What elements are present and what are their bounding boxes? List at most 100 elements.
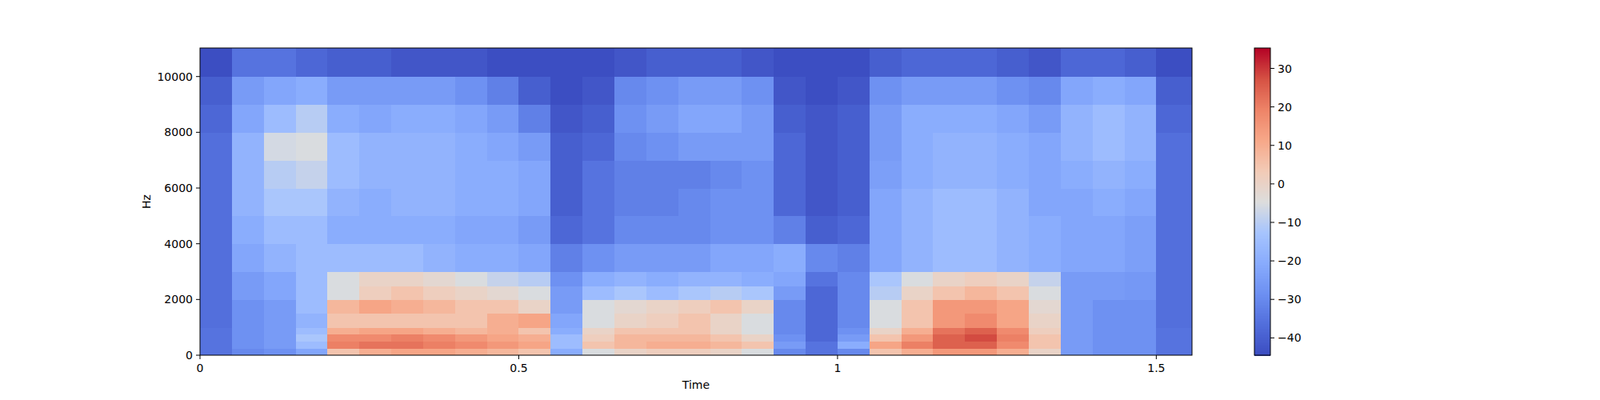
cell [773,299,806,314]
cell [1060,216,1093,244]
cell [264,160,296,188]
cell [869,285,902,300]
cell [901,272,934,287]
cell [932,188,965,216]
cell [710,160,743,188]
y-tick [196,299,200,300]
cell [964,132,997,160]
cell [232,348,264,356]
colorbar-tick-label: 0 [1277,177,1285,191]
cell [837,244,870,272]
cell [1028,299,1061,314]
cell [646,341,679,349]
cell [678,188,711,216]
cell [1124,244,1157,272]
cell [805,272,838,287]
cell [773,160,806,188]
cell [773,327,806,335]
cell [996,285,1029,300]
cell [932,216,965,244]
cell [1124,327,1157,335]
y-tick-label: 0 [185,348,193,362]
cell [582,216,615,244]
cell [678,299,711,314]
colorbar-tick [1270,68,1275,69]
cell [1028,104,1061,133]
cell [487,313,520,328]
cell [550,348,583,356]
cell [614,104,647,133]
cell [996,160,1029,188]
cell [678,216,711,244]
cell [646,216,679,244]
cell [327,272,360,287]
cell [359,334,392,342]
cell [232,244,264,272]
cell [1156,285,1192,300]
cell [518,272,551,287]
cell [423,313,456,328]
cell [232,334,264,342]
x-tick [518,355,520,360]
cell [901,341,934,349]
cell [710,188,743,216]
cell [391,216,424,244]
cell [582,244,615,272]
cell [837,313,870,328]
cell [455,313,488,328]
cell [869,104,902,133]
cell [200,313,232,328]
cell [1092,48,1125,77]
cell [932,334,965,342]
cell [1028,216,1061,244]
cell [264,348,296,356]
cell [710,76,743,105]
cell [423,104,456,133]
cell [582,334,615,342]
cell [327,188,360,216]
cell [1060,160,1093,188]
cell [391,348,424,356]
cell [1156,160,1192,188]
cell [296,272,328,287]
cell [932,244,965,272]
cell [1156,272,1192,287]
cell [518,285,551,300]
cell [423,132,456,160]
cell [1156,76,1192,105]
x-tick [1156,355,1157,360]
cell [710,48,743,77]
cell [901,188,934,216]
cell [964,334,997,342]
x-tick [200,355,201,360]
cell [710,104,743,133]
cell [678,104,711,133]
cell [773,341,806,349]
cell [996,299,1029,314]
cell [837,160,870,188]
cell [200,341,232,349]
cell [996,76,1029,105]
cell [1092,285,1125,300]
cell [710,132,743,160]
cell [1124,48,1157,77]
cell [1124,313,1157,328]
cell [327,104,360,133]
cell [487,188,520,216]
cell [550,104,583,133]
cell [264,104,296,133]
colorbar-tick-label: −10 [1277,216,1302,229]
cell [614,272,647,287]
cell [646,132,679,160]
cell [200,76,232,105]
cell [423,244,456,272]
colorbar-tick [1270,183,1275,184]
cell [901,104,934,133]
x-tick [836,355,838,360]
cell [837,285,870,300]
cell [805,285,838,300]
cell [1028,348,1061,356]
cell [1092,244,1125,272]
cell [518,313,551,328]
cell [901,285,934,300]
